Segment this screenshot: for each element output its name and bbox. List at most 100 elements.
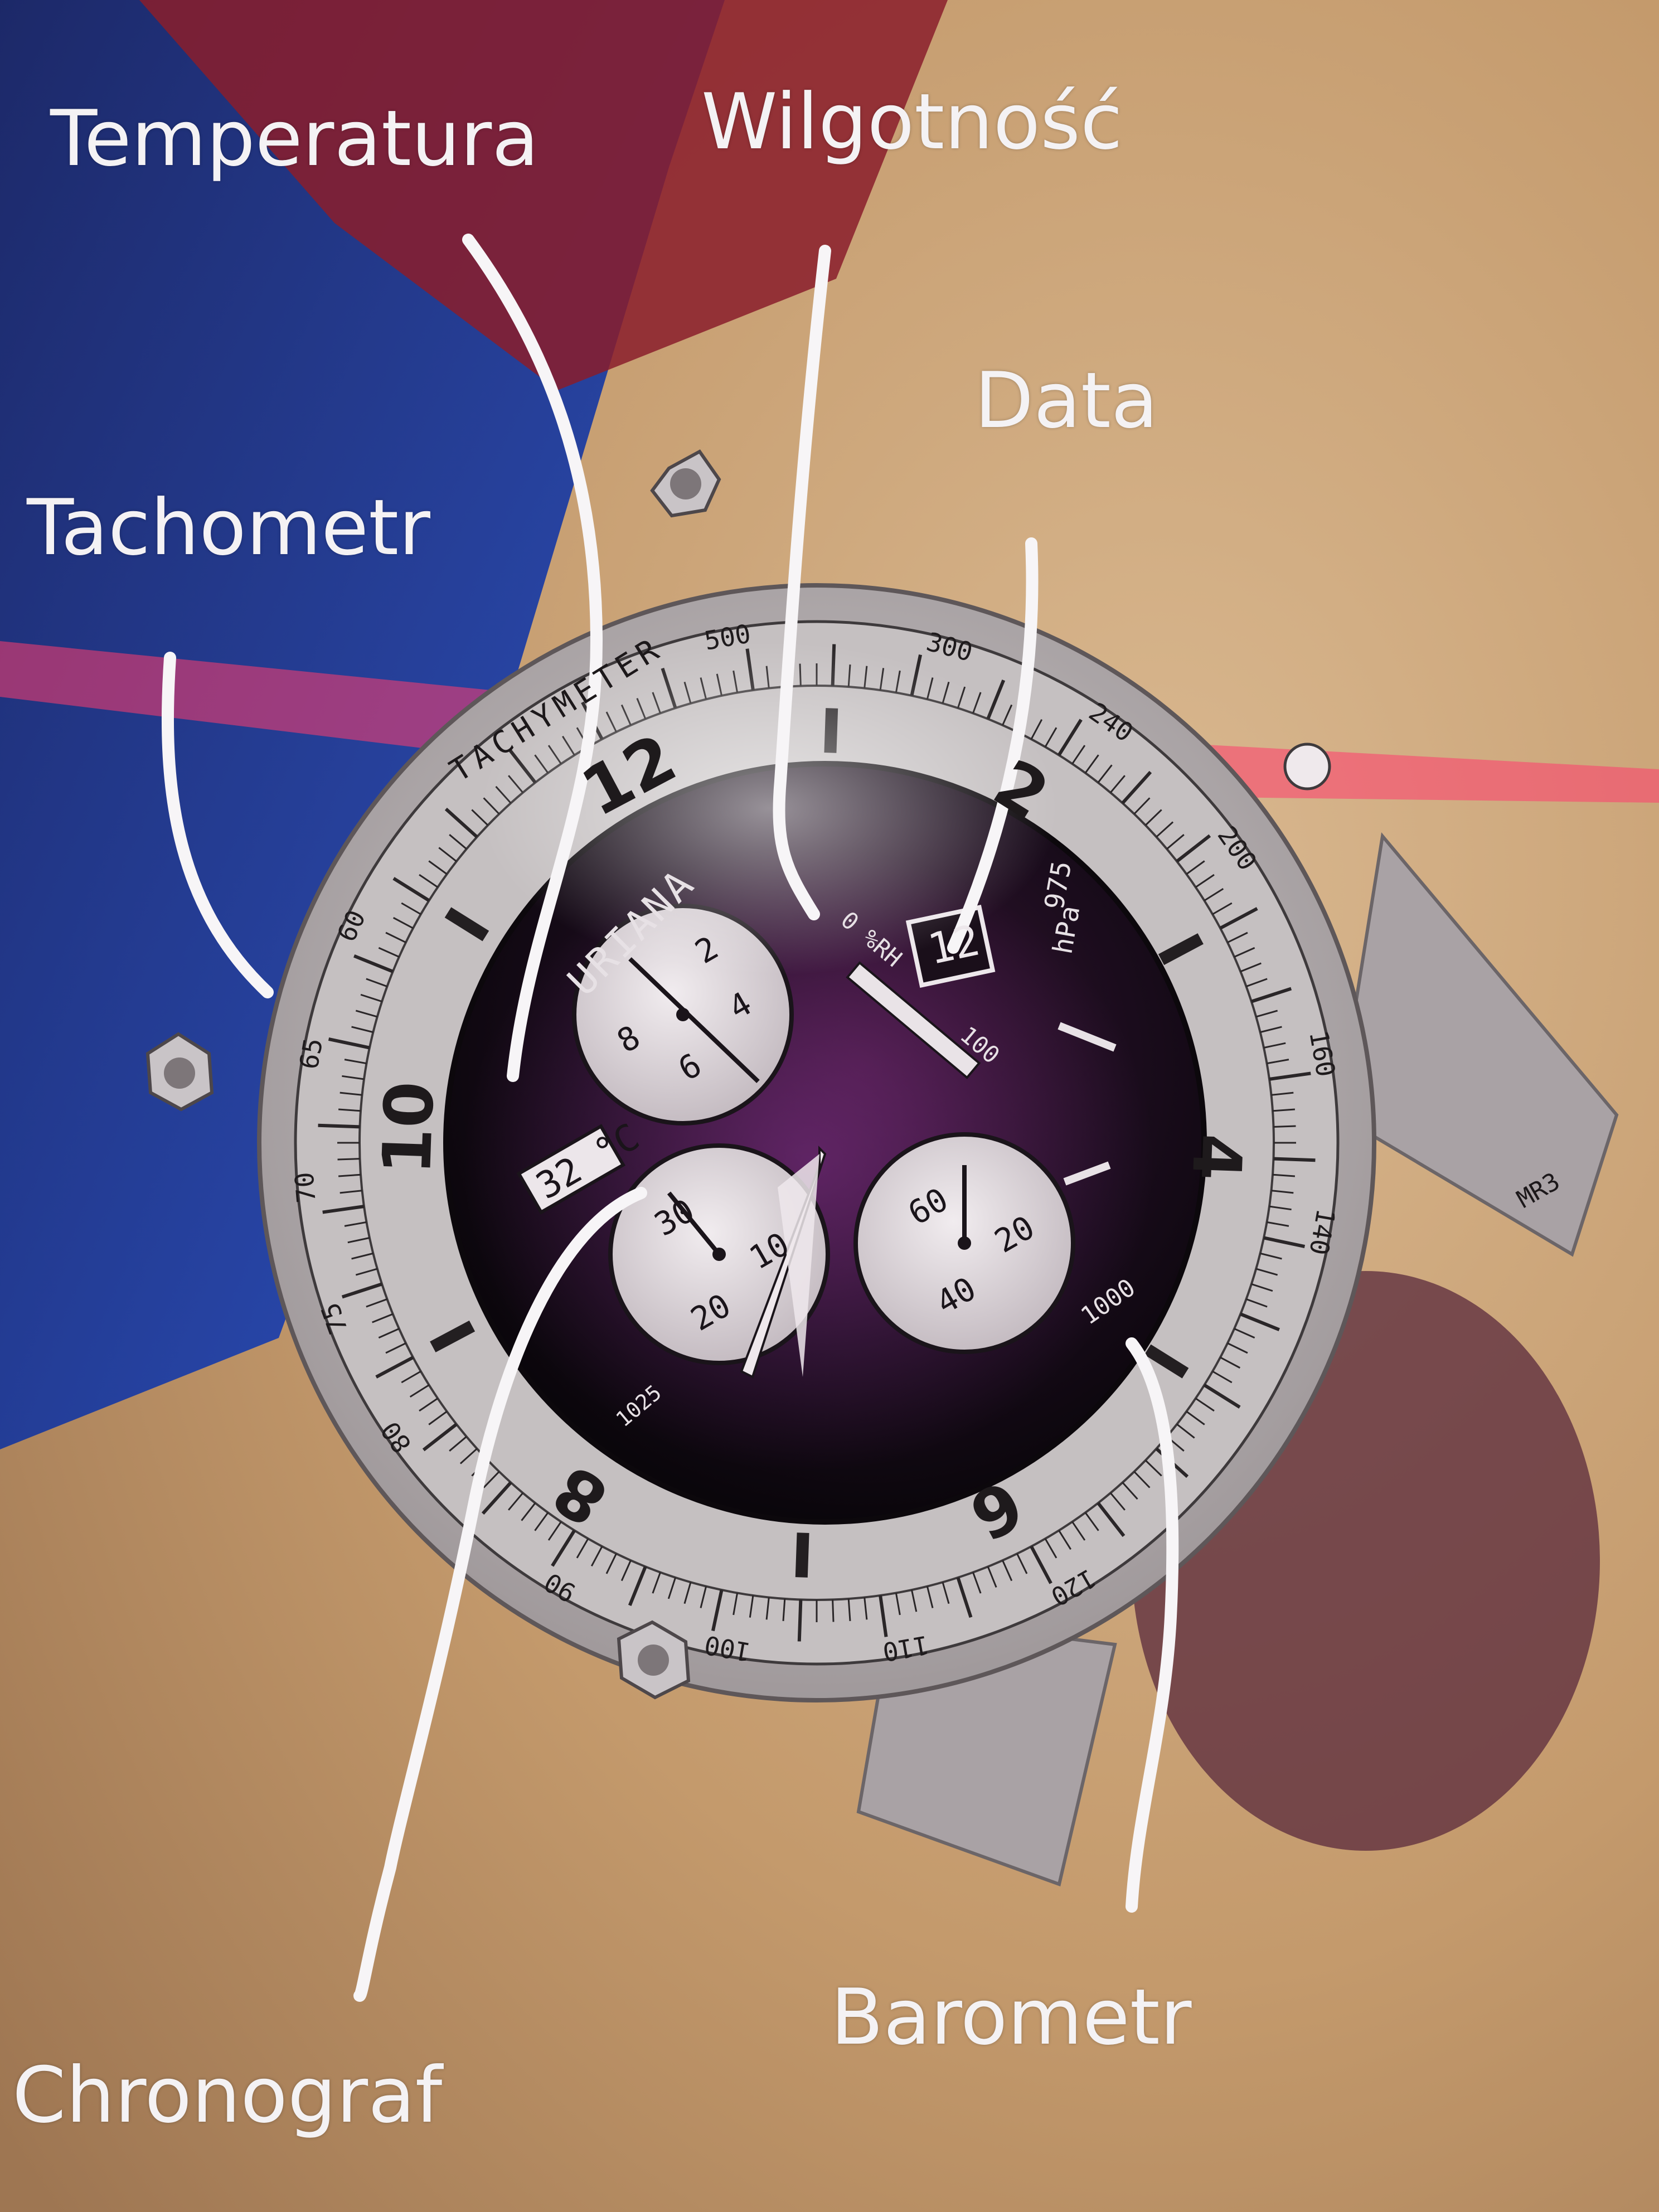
bezel-tick	[392, 877, 430, 903]
bezel-tick	[372, 1313, 394, 1323]
bezel-tick	[1133, 797, 1151, 815]
light-glare	[479, 641, 1059, 976]
bezel-tick	[360, 993, 382, 1003]
bezel-tick	[1250, 987, 1292, 1003]
bezel-tick	[1267, 1059, 1289, 1065]
bezel-tick	[1263, 1042, 1286, 1049]
bezel-tick	[419, 1398, 439, 1412]
hour-marker	[1144, 1344, 1189, 1379]
bezel-tick	[547, 1521, 562, 1541]
bezel-tick	[864, 1597, 868, 1620]
bezel-tick	[1084, 754, 1099, 774]
bezel-tick	[911, 1589, 918, 1612]
bezel-tick	[1260, 1252, 1282, 1260]
bezel-tick	[1195, 874, 1215, 888]
bezel-tick	[1097, 1502, 1126, 1537]
bezel-tick	[438, 847, 457, 862]
bezel-tick	[605, 1553, 617, 1574]
bezel-tick	[1030, 719, 1043, 740]
bezel-tick	[318, 1123, 360, 1129]
bezel-tick	[534, 1512, 549, 1531]
bezel-tick	[378, 947, 400, 958]
bezel-tick	[1016, 1553, 1028, 1574]
bezel-tick	[797, 1599, 803, 1642]
bezel-screw-top	[650, 449, 721, 518]
bezel-tick	[1273, 1157, 1316, 1162]
bezel-tick	[1133, 1471, 1151, 1488]
bezel-tick	[1084, 1512, 1099, 1531]
barometer-label: Barometr	[831, 1972, 1192, 2062]
bezel-tick	[765, 1597, 770, 1620]
bezel-tick	[628, 1566, 647, 1606]
bezel-tick	[337, 1158, 360, 1161]
barometer-hand	[1058, 1022, 1117, 1052]
hour-marker	[1158, 933, 1204, 966]
bezel-tick	[926, 1586, 934, 1608]
bezel-tick	[1071, 745, 1086, 765]
bezel-tick	[1186, 1410, 1205, 1425]
bezel-tick	[344, 1221, 367, 1227]
bezel-tick	[1246, 1298, 1268, 1308]
bezel-tick	[344, 1059, 367, 1065]
bezel-tick	[1058, 1530, 1072, 1550]
bezel-tick	[1227, 1342, 1248, 1354]
temperature-label: Temperatura	[50, 94, 539, 183]
bezel-tick	[1273, 1125, 1296, 1128]
chronograph-label: Chronograf	[12, 2050, 443, 2140]
bezel-tick	[392, 916, 414, 929]
blurred-red-object	[139, 0, 948, 390]
bezel-tick	[683, 1582, 692, 1604]
bezel-tick	[1195, 1398, 1215, 1412]
tachymeter-number: 65	[294, 1036, 329, 1071]
bezel-tick	[1240, 1312, 1280, 1332]
bezel-tick	[1272, 1108, 1296, 1112]
bezel-tick	[1176, 834, 1211, 863]
humidity-scale	[846, 961, 981, 1079]
lanyard-hole	[1283, 743, 1331, 790]
bezel-tick	[428, 1410, 448, 1425]
hour-marker	[795, 1532, 809, 1578]
bezel-tick	[576, 1538, 589, 1559]
pink-light-streak	[0, 641, 1659, 803]
bezel-tick	[339, 1092, 362, 1096]
bezel-tick	[1234, 1328, 1255, 1339]
bezel-tick	[590, 1546, 603, 1567]
bezel-tick	[1212, 1370, 1233, 1384]
humidity-label: Wilgotność	[701, 77, 1123, 167]
bezel-tick	[355, 1010, 378, 1018]
bezel-tick	[347, 1237, 370, 1244]
bezel-tick	[782, 1598, 786, 1622]
bezel-tick	[385, 932, 406, 943]
bezel-tick	[749, 1595, 754, 1618]
bezel-tick	[1212, 902, 1233, 915]
hour-marker	[444, 907, 489, 942]
bezel-tick	[366, 978, 387, 987]
bezel-tick	[1227, 932, 1248, 943]
bezel-tick	[401, 902, 421, 915]
tachometer-label: Tachometr	[27, 483, 430, 573]
bezel-tick	[339, 1190, 362, 1194]
bezel-tick	[1156, 821, 1174, 838]
temperature-annotation-line	[462, 234, 603, 1082]
bezel-tick	[1204, 887, 1224, 901]
bezel-tick	[972, 1572, 982, 1594]
bezel-tick	[419, 874, 439, 888]
bezel-tick	[1271, 1092, 1294, 1096]
bezel-tick	[1269, 1071, 1311, 1081]
bezel-tick	[385, 1342, 406, 1354]
bezel-tick	[355, 1268, 378, 1276]
bezel-tick	[1272, 1173, 1296, 1177]
bezel-tick	[378, 1328, 400, 1339]
bezel-tick	[987, 1566, 997, 1588]
bezel-tick	[1121, 770, 1152, 804]
humidity-annotation-line	[773, 245, 831, 920]
bezel-tick	[652, 1572, 661, 1594]
hour-marker	[430, 1320, 476, 1352]
bezel-tick	[667, 1577, 677, 1599]
bezel-tick	[1220, 1356, 1241, 1369]
barometer-annotation-line	[1126, 1337, 1179, 1913]
bezel-tick	[895, 1593, 901, 1616]
bezel-tick	[1109, 775, 1126, 793]
bezel-tick	[551, 1529, 576, 1567]
